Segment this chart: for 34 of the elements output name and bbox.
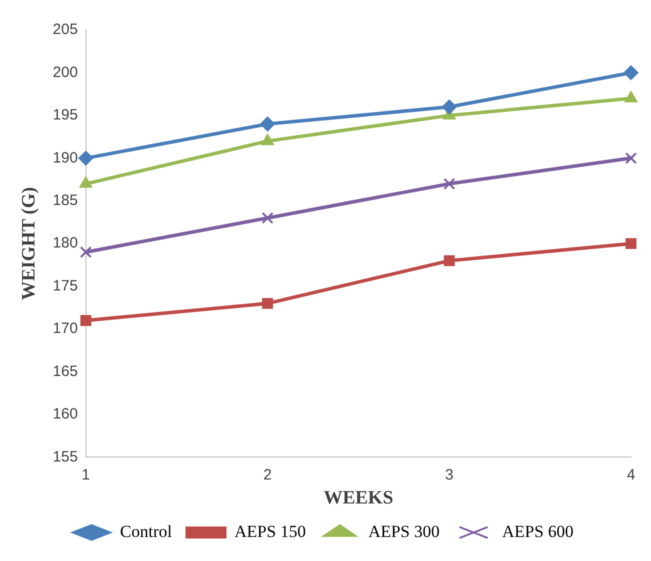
point [625,152,637,164]
y-tick-label: 175 [52,277,78,294]
point [260,116,276,132]
point [626,238,636,250]
legend-label: AEPS 600 [502,522,574,541]
point [444,255,455,266]
x-tick-label: 2 [263,466,272,484]
point [262,298,273,309]
point [442,99,457,114]
legend-label: AEPS 300 [368,522,440,541]
point [78,150,94,166]
point [262,212,274,224]
y-tick-label: 200 [52,64,78,81]
y-tick-label: 160 [52,406,78,423]
y-tick-label: 170 [52,320,78,338]
point [260,134,274,146]
y-tick-label: 185 [52,192,78,210]
legend-label: AEPS 150 [234,522,306,541]
y-tick-label: 155 [52,448,78,466]
y-tick-label: 190 [52,149,78,166]
x-tick-label: 1 [82,466,90,484]
point [80,246,92,258]
legend-label: Control [120,522,172,541]
point [624,65,638,80]
y-tick-label: 180 [52,234,78,252]
x-tick-label: 4 [626,466,636,484]
y-tick-label: 195 [52,106,78,124]
x-axis-title: WEEKS [324,488,394,509]
x-tick-label: 3 [445,466,454,484]
y-tick-label: 165 [52,362,78,380]
y-tick-label: 205 [52,21,78,38]
point [443,178,456,190]
point [80,315,92,326]
y-axis-title: WEIGHT (G) [18,187,40,300]
